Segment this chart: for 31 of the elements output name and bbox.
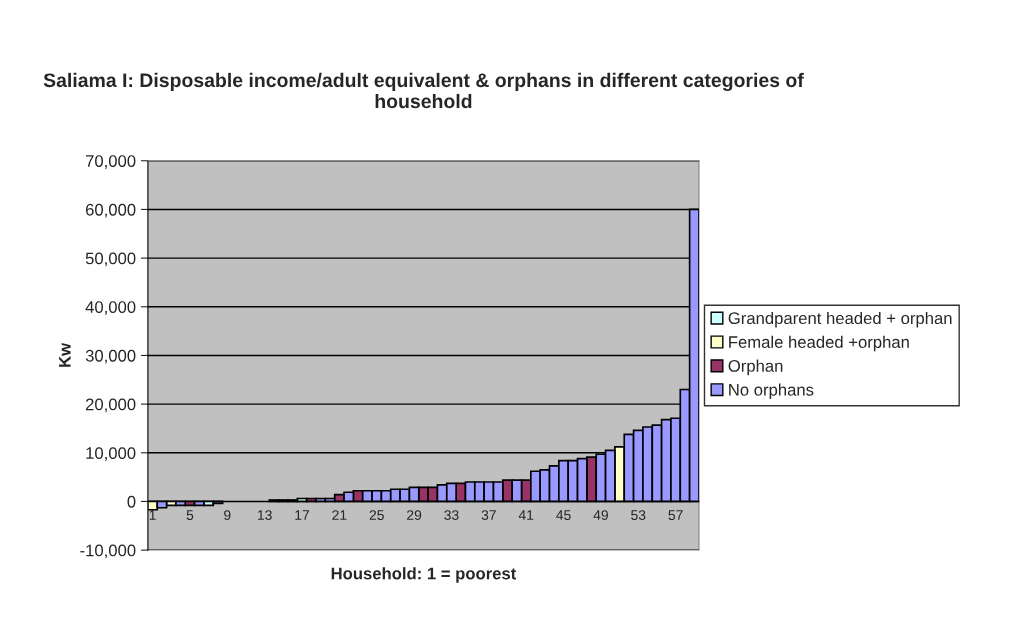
y-axis-title: Kw [59, 342, 71, 367]
x-tick-label: 9 [224, 510, 231, 520]
y-tick-label: 40,000 [85, 301, 136, 315]
y-tick-label: 50,000 [85, 252, 136, 267]
x-tick-label: 17 [295, 510, 310, 520]
y-tick-label: 30,000 [85, 349, 136, 364]
x-tick-label: 57 [668, 510, 683, 520]
x-tick-label: 29 [407, 510, 422, 520]
legend-label: No orphans [729, 383, 814, 400]
y-tick-label: 10,000 [86, 447, 136, 461]
y-tick-label: 70,000 [85, 155, 136, 169]
x-tick-label: 1 [149, 510, 156, 520]
x-tick-label: 5 [186, 510, 194, 520]
x-tick-label: 37 [481, 510, 496, 520]
x-tick-label: 33 [444, 510, 459, 520]
x-tick-label: 25 [369, 510, 384, 520]
legend-label: Grandparent headed + orphan [728, 311, 952, 328]
y-tick-label: 20,000 [85, 398, 136, 413]
chart-title: Saliama I: Disposable income/adult equivalent & orphans in different categories of household [43, 72, 804, 109]
x-tick-label: 41 [518, 510, 534, 520]
y-tick-label: -10,000 [80, 544, 136, 559]
x-tick-label: 13 [257, 510, 272, 520]
x-tick-label: 53 [631, 510, 646, 520]
legend-label: Orphan [728, 359, 783, 376]
legend-label: Female headed +orphan [729, 335, 909, 352]
x-tick-label: 45 [556, 510, 571, 520]
y-tick-label: 60,000 [85, 203, 136, 218]
y-tick-label: 0 [127, 495, 136, 508]
x-axis-title: Household: 1 = poorest [331, 567, 517, 583]
x-tick-label: 21 [332, 510, 347, 520]
x-tick-label: 49 [593, 510, 608, 520]
